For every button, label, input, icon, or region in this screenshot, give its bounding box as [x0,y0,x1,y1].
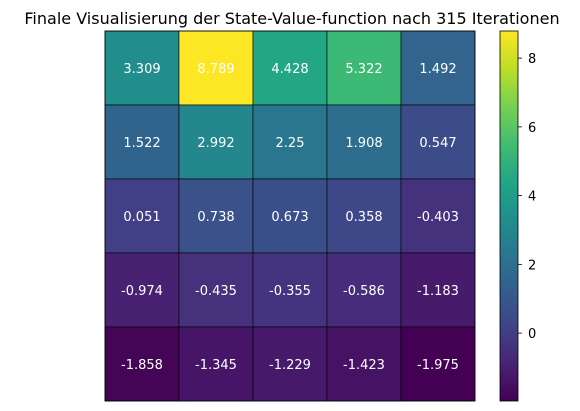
colorbar-tick-label-2: 4 [528,190,536,205]
cell-value-label-r0-c2: 4.428 [271,62,308,77]
cell-value-label-r4-c2: -1.229 [269,358,311,373]
heatmap-cell-r2-c3 [326,178,402,254]
cell-value-label-r2-c3: 0.358 [345,210,382,225]
cell-value-label-r2-c2: 0.673 [271,210,308,225]
cell-value-label-r3-c0: -0.974 [121,284,163,299]
cell-value-label-r0-c4: 1.492 [419,62,456,77]
heatmap-cell-r3-c3 [326,252,402,328]
cell-value-label-r0-c0: 3.309 [123,62,160,77]
colorbar-tick-label-1: 2 [528,258,536,273]
heatmap-cell-r0-c0 [104,30,180,106]
heatmap-cell-r4-c1 [178,326,254,402]
cell-value-label-r4-c3: -1.423 [343,358,385,373]
heatmap-cell-r0-c1 [178,30,254,106]
cell-value-label-r4-c4: -1.975 [417,358,459,373]
colorbar: 0 2 4 6 8 [499,30,536,402]
cell-value-label-r4-c0: -1.858 [121,358,163,373]
heatmap: 3.309 8.789 4.428 5.322 1.492 1.522 2.992 2.25 1… [104,30,476,402]
cell-value-label-r3-c2: -0.355 [269,284,311,299]
cell-value-label-r2-c4: -0.403 [417,210,459,225]
heatmap-frame [104,30,476,402]
cell-value-label-r3-c3: -0.586 [343,284,385,299]
cell-value-label-r2-c1: 0.738 [197,210,234,225]
heatmap-cell-r0-c4 [400,30,476,106]
cell-value-label-r2-c0: 0.051 [123,210,160,225]
heatmap-cell-r4-c0 [104,326,180,402]
heatmap-cell-r1-c4 [400,104,476,180]
chart-title: Finale Visualisierung der State-Value-fu… [24,9,559,28]
cell-value-label-r1-c0: 1.522 [123,136,160,151]
colorbar-ticks: 0 2 4 6 8 [518,52,536,342]
heatmap-cell-r4-c2 [252,326,328,402]
heatmap-cell-r0-c3 [326,30,402,106]
cell-value-label-r1-c3: 1.908 [345,136,382,151]
heatmap-cell-r1-c2 [252,104,328,180]
heatmap-cell-r4-c4 [400,326,476,402]
heatmap-cell-r3-c2 [252,252,328,328]
heatmap-cell-r3-c1 [178,252,254,328]
heatmap-cell-r2-c4 [400,178,476,254]
cell-value-label-r1-c4: 0.547 [419,136,456,151]
heatmap-cell-r1-c0 [104,104,180,180]
heatmap-cell-r2-c1 [178,178,254,254]
cell-value-label-r1-c1: 2.992 [197,136,234,151]
cell-value-label-r3-c4: -1.183 [417,284,459,299]
cell-value-label-r4-c1: -1.345 [195,358,237,373]
heatmap-cell-r2-c2 [252,178,328,254]
colorbar-tick-label-4: 8 [528,52,536,67]
cell-value-label-r3-c1: -0.435 [195,284,237,299]
colorbar-tick-label-3: 6 [528,121,536,136]
cell-value-label-r0-c3: 5.322 [345,62,382,77]
cell-value-label-r0-c1: 8.789 [197,62,234,77]
heatmap-cell-r3-c4 [400,252,476,328]
cell-value-label-r1-c2: 2.25 [276,136,305,151]
colorbar-tick-label-0: 0 [528,327,536,342]
colorbar-gradient [499,30,519,402]
